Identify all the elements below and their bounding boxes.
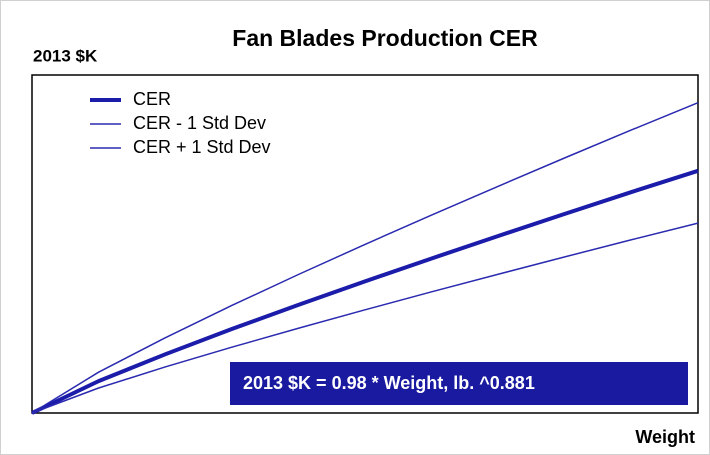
annotation-box	[230, 362, 688, 405]
annotation: 2013 $K = 0.98 * Weight, lb. ^0.881	[243, 373, 535, 393]
legend-label: CER - 1 Std Dev	[133, 113, 266, 133]
x-axis-label: Weight	[635, 427, 695, 447]
series-line	[31, 222, 699, 414]
y-axis-label: 2013 $K	[33, 46, 98, 65]
series-line	[31, 102, 699, 414]
legend-label: CER	[133, 89, 171, 109]
plot-area	[31, 74, 699, 414]
series-line	[31, 168, 699, 415]
legend-label: CER + 1 Std Dev	[133, 137, 271, 157]
chart-title: Fan Blades Production CER	[232, 25, 538, 51]
